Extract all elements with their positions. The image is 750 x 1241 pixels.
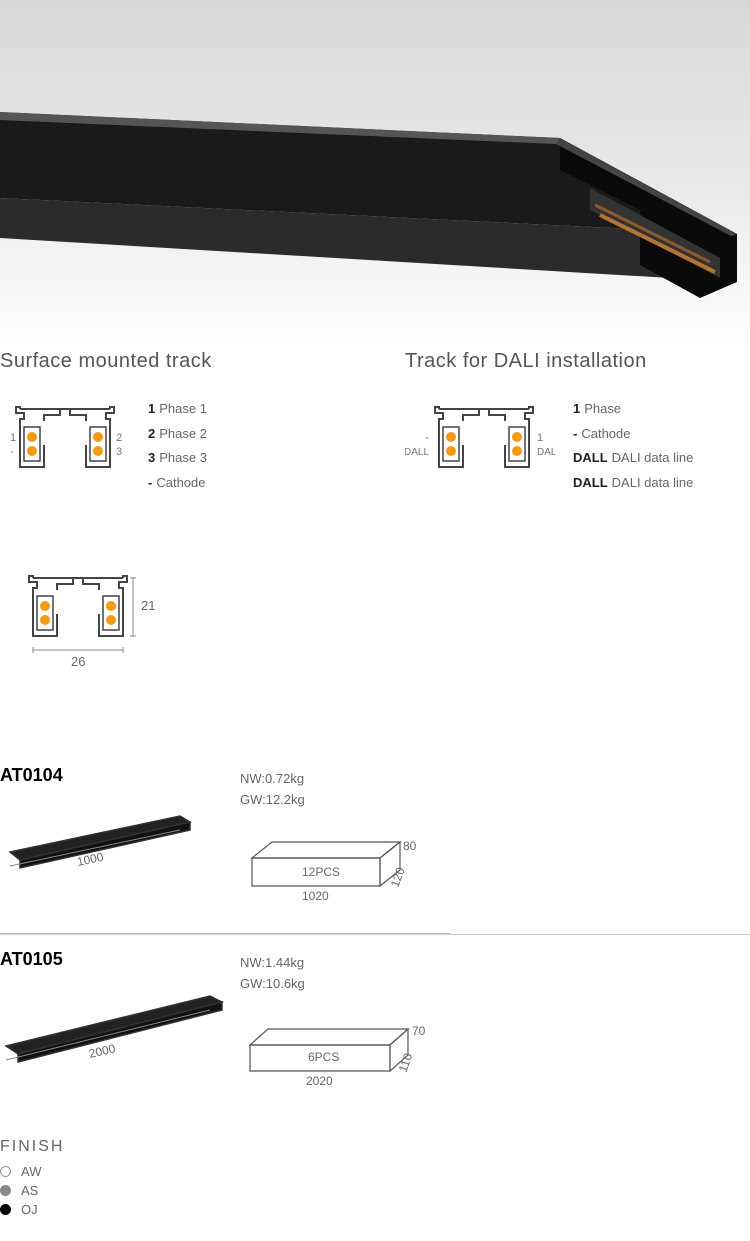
track-length-illustration: 1000 — [0, 804, 200, 894]
product-row: AT0105 2000 NW:1.44kg GW:10.6kg 6PCS — [0, 934, 750, 1118]
box-w: 110 — [396, 1051, 416, 1074]
product-gw: GW:10.6kg — [240, 974, 440, 995]
box-h: 80 — [403, 839, 417, 853]
swatch-as — [0, 1185, 11, 1196]
pin-label: DALL — [405, 447, 429, 458]
track-length-illustration: 2000 — [0, 988, 230, 1088]
dim-height: 21 — [141, 598, 155, 613]
pin-label: - — [10, 446, 14, 458]
section-surface-mounted: Surface mounted track 1 - 2 3 1Phase 1 — [0, 350, 345, 496]
finish-code: OJ — [21, 1202, 38, 1217]
box-l: 2020 — [306, 1074, 333, 1088]
finish-title: FINISH — [0, 1138, 750, 1156]
product-nw: NW:1.44kg — [240, 953, 440, 974]
pin-label: 3 — [116, 446, 122, 458]
hero-image — [0, 0, 750, 350]
box-h: 70 — [412, 1024, 426, 1038]
box-l: 1020 — [302, 889, 329, 903]
section-title: Track for DALI installation — [405, 350, 750, 373]
finish-section: FINISH AW AS OJ — [0, 1138, 750, 1241]
dim-width: 26 — [71, 654, 85, 669]
box-w: 120 — [388, 865, 408, 889]
product-gw: GW:12.2kg — [240, 790, 430, 811]
finish-option: AW — [0, 1164, 750, 1179]
finish-code: AS — [21, 1183, 38, 1198]
product-nw: NW:0.72kg — [240, 769, 430, 790]
swatch-aw — [0, 1166, 11, 1177]
legend-1: 1Phase 1 2Phase 2 3Phase 3 -Cathode — [148, 397, 207, 496]
section-title: Surface mounted track — [0, 350, 345, 373]
swatch-oj — [0, 1204, 11, 1215]
pin-label: 1 — [537, 432, 543, 444]
product-row: AT0104 1000 NW:0.72kg GW:12.2kg 12PCS — [0, 751, 750, 934]
pin-label: 2 — [116, 432, 122, 444]
legend-2: 1Phase -Cathode DALLDALI data line DALLD… — [573, 397, 693, 496]
product-code: AT0104 — [0, 765, 200, 786]
track-length: 2000 — [88, 1042, 117, 1062]
cross-sections-row: Surface mounted track 1 - 2 3 1Phase 1 — [0, 350, 750, 496]
section-dali: Track for DALI installation - DALL 1 DAL… — [405, 350, 750, 496]
package-box-illustration: 12PCS 1020 80 120 — [240, 828, 430, 908]
pin-label: 1 — [10, 432, 16, 444]
package-box-illustration: 6PCS 2020 70 110 — [240, 1013, 440, 1093]
finish-option: AS — [0, 1183, 750, 1198]
dimensions-diagram: 21 26 — [0, 566, 750, 691]
box-pcs: 12PCS — [302, 865, 340, 879]
cross-section-diagram-1: 1 - 2 3 — [0, 397, 130, 487]
cross-section-diagram-2: - DALL 1 DALL — [405, 397, 555, 487]
pin-label: DALL — [537, 447, 555, 458]
products-list: AT0104 1000 NW:0.72kg GW:12.2kg 12PCS — [0, 751, 750, 1118]
pin-label: - — [425, 432, 429, 444]
finish-option: OJ — [0, 1202, 750, 1217]
finish-code: AW — [21, 1164, 41, 1179]
box-pcs: 6PCS — [308, 1050, 339, 1064]
track-rail-illustration — [0, 110, 750, 330]
product-code: AT0105 — [0, 949, 200, 970]
